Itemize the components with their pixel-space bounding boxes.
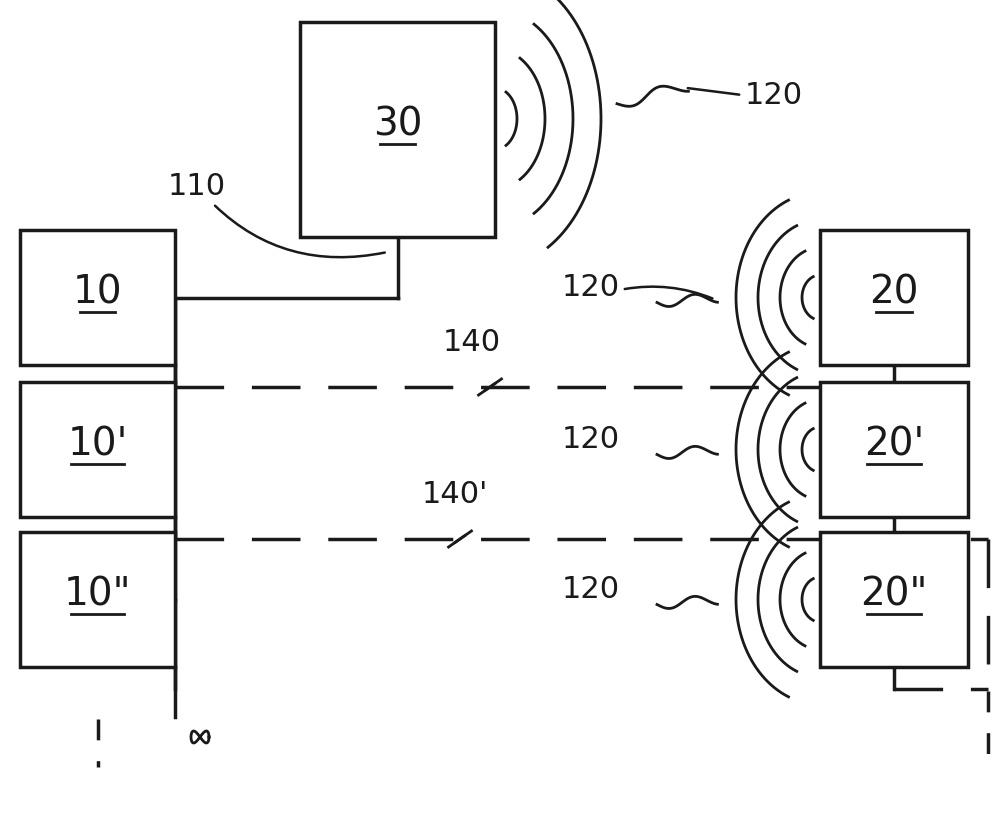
Text: 20": 20" bbox=[860, 575, 928, 614]
Text: 20: 20 bbox=[869, 274, 919, 311]
FancyBboxPatch shape bbox=[820, 230, 968, 365]
Text: 20': 20' bbox=[864, 425, 924, 464]
FancyBboxPatch shape bbox=[20, 532, 175, 667]
Text: 30: 30 bbox=[373, 105, 422, 143]
Text: 120: 120 bbox=[745, 81, 803, 109]
FancyBboxPatch shape bbox=[20, 382, 175, 517]
Text: 120: 120 bbox=[562, 273, 620, 302]
Text: 140': 140' bbox=[422, 480, 488, 509]
FancyBboxPatch shape bbox=[820, 532, 968, 667]
Text: 110: 110 bbox=[168, 172, 385, 258]
Text: 140: 140 bbox=[443, 328, 501, 357]
FancyBboxPatch shape bbox=[820, 382, 968, 517]
Text: 10: 10 bbox=[73, 274, 122, 311]
Text: 10': 10' bbox=[67, 425, 128, 464]
FancyBboxPatch shape bbox=[300, 22, 495, 237]
Text: 120: 120 bbox=[562, 575, 620, 604]
Text: 10": 10" bbox=[64, 575, 131, 614]
Text: 120: 120 bbox=[562, 425, 620, 454]
FancyBboxPatch shape bbox=[20, 230, 175, 365]
